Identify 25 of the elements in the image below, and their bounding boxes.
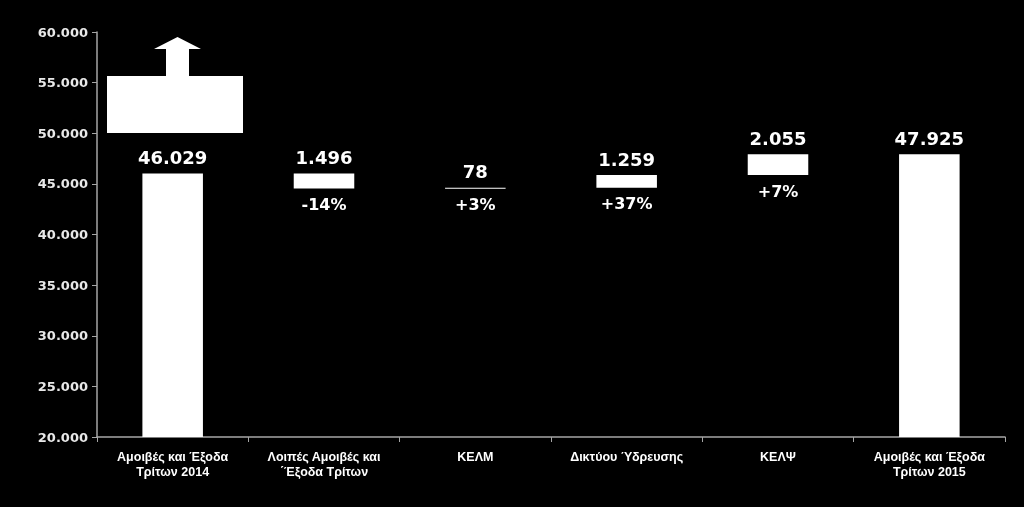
- data-label: 46.029: [137, 146, 208, 168]
- y-tick-label: 40.000: [37, 227, 88, 242]
- y-tick-label: 25.000: [37, 378, 88, 394]
- y-tick-label: 50.000: [37, 125, 88, 141]
- x-tick-label: ΚΕΛΜ: [457, 449, 494, 464]
- data-label: 1.496: [295, 146, 353, 168]
- y-tick-label: 60.000: [37, 24, 88, 40]
- y-tick-label: 55.000: [37, 75, 88, 91]
- y-tick-label: 45.000: [37, 176, 88, 192]
- data-label: 78: [462, 161, 488, 183]
- x-tick-label: Αμοιβές και Έξοδα Τρίτων 2014: [117, 449, 229, 479]
- x-tick-label: ΚΕΛΨ: [760, 449, 796, 464]
- annotation: +3%: [455, 195, 496, 215]
- data-label: 1.259: [598, 148, 656, 170]
- x-tick-label: Λοιπές Αμοιβές και ΄Έξοδα Τρίτων: [267, 449, 381, 479]
- x-tick-label: Δικτύου Ύδρευσης: [570, 449, 684, 464]
- annotation: +37%: [600, 194, 653, 214]
- annotation: +7%: [757, 181, 799, 201]
- data-label: 47.925: [894, 127, 965, 149]
- y-tick-label: 20.000: [37, 429, 88, 445]
- x-tick-label: Αμοιβές και Έξοδα Τρίτων 2015: [873, 449, 986, 479]
- data-label: 2.055: [749, 127, 807, 149]
- y-tick-label: 35.000: [37, 277, 88, 293]
- annotation: -14%: [301, 195, 347, 215]
- y-tick-label: 30.000: [37, 328, 88, 344]
